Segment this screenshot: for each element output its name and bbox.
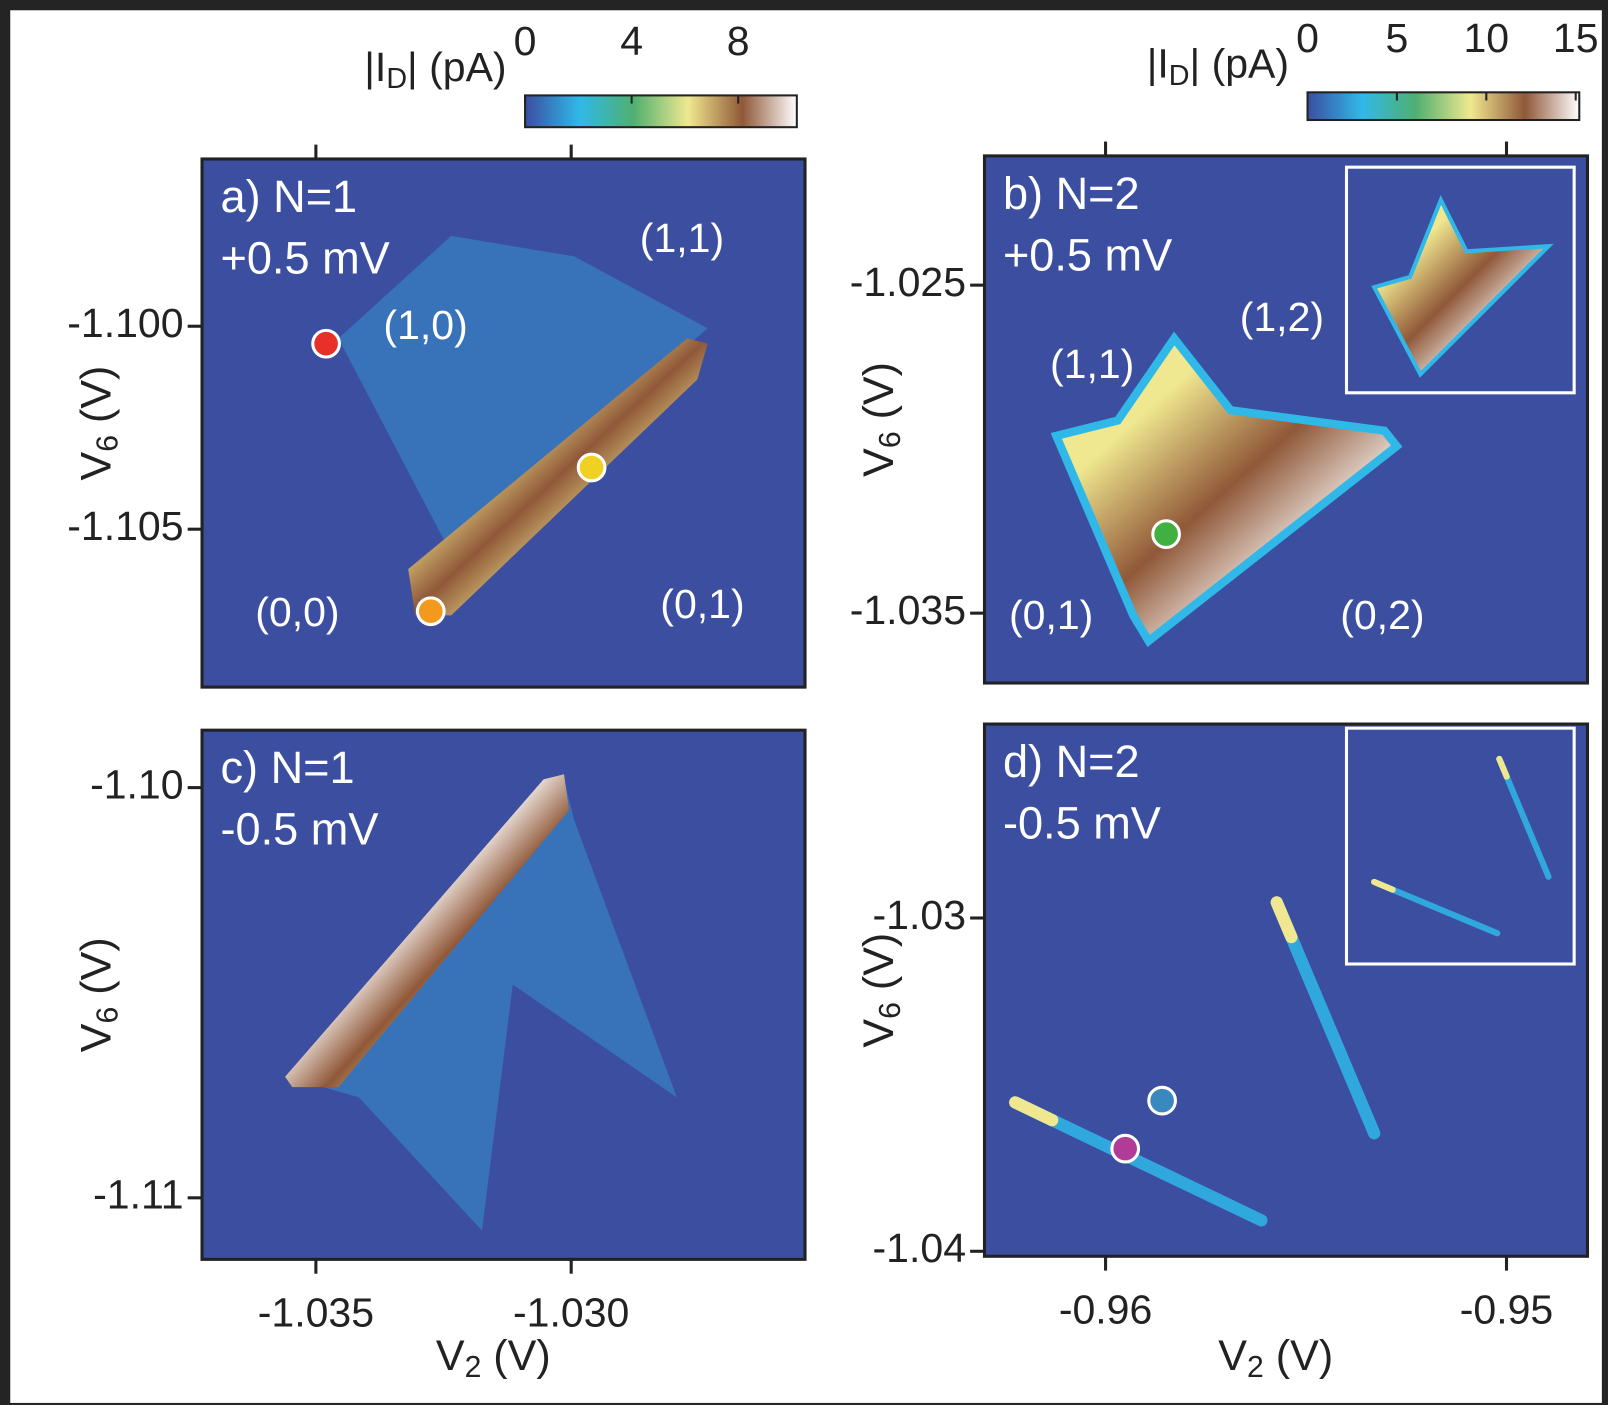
region-label: (0,1) — [660, 581, 744, 627]
marker — [1147, 1085, 1177, 1116]
colorbar-tick-label: 0 — [514, 18, 537, 64]
heat-streak — [1270, 896, 1298, 944]
x-tick-label: -1.035 — [258, 1290, 374, 1336]
colorbar-label: |ID| (pA) — [1147, 41, 1289, 92]
y-axis-label: V6 (V) — [73, 366, 125, 481]
colorbar-tick-label: 5 — [1386, 15, 1409, 61]
heat-streak — [1496, 755, 1510, 780]
inset-frame — [1344, 726, 1576, 966]
heat-region — [338, 235, 708, 554]
bias-label: -0.5 mV — [1003, 798, 1161, 849]
heat-streak — [1009, 1096, 1059, 1127]
marker — [311, 328, 341, 359]
marker — [1151, 519, 1181, 549]
bias-label: +0.5 mV — [220, 232, 389, 283]
bias-label: +0.5 mV — [1003, 229, 1172, 280]
colorbar-tick-label: 10 — [1464, 15, 1510, 61]
x-tick-label: -1.030 — [513, 1290, 629, 1336]
heat-region — [287, 779, 677, 1231]
x-tick-label: -0.96 — [1059, 1287, 1153, 1333]
heat-region — [1050, 331, 1403, 648]
y-tick-label: -1.100 — [67, 300, 183, 346]
panel-label: c) N=1 — [220, 742, 354, 793]
panel-label: b) N=2 — [1003, 168, 1140, 219]
colorbar — [1306, 91, 1581, 122]
colorbar-label: |ID| (pA) — [364, 44, 506, 95]
panel-border — [982, 722, 1590, 1258]
panel-border — [200, 728, 807, 1261]
panel-label: d) N=2 — [1003, 736, 1140, 787]
heat-region — [1371, 194, 1554, 378]
y-axis-label: V6 (V) — [73, 937, 125, 1052]
colorbar — [524, 94, 798, 129]
region-label: (0,1) — [1009, 592, 1093, 638]
heat-region — [408, 338, 708, 616]
bias-label: -0.5 mV — [220, 804, 378, 855]
marker — [1110, 1133, 1141, 1164]
marker — [576, 452, 607, 483]
colorbar-tick-label: 0 — [1296, 15, 1319, 61]
region-label: (1,0) — [383, 302, 467, 348]
region-label: (1,1) — [1050, 341, 1134, 387]
y-tick-label: -1.10 — [90, 761, 184, 807]
region-label: (0,0) — [255, 589, 339, 635]
panel-background — [984, 724, 1588, 1257]
colorbar-tick-label: 15 — [1553, 15, 1599, 61]
x-axis-label: V2 (V) — [1218, 1332, 1333, 1384]
x-tick-label: -0.95 — [1460, 1287, 1554, 1333]
panel-background — [202, 730, 806, 1260]
heat-region — [285, 774, 570, 1088]
region-label: (1,1) — [640, 215, 724, 261]
y-axis-label: V6 (V) — [855, 362, 907, 477]
marker — [415, 596, 446, 627]
panel-background — [202, 158, 806, 688]
panel-border — [982, 154, 1590, 685]
region-label: (0,2) — [1340, 592, 1424, 638]
y-tick-label: -1.03 — [873, 892, 967, 938]
x-axis-label: V2 (V) — [436, 1332, 551, 1384]
heat-streak — [1371, 878, 1396, 893]
region-label: (1,2) — [1240, 294, 1324, 340]
y-tick-label: -1.11 — [93, 1172, 183, 1218]
panel-border — [200, 157, 807, 689]
y-axis-label: V6 (V) — [855, 933, 907, 1048]
y-tick-label: -1.025 — [850, 259, 966, 305]
y-tick-label: -1.035 — [850, 587, 966, 633]
inset-frame — [1344, 165, 1576, 395]
panel-label: a) N=1 — [220, 171, 357, 222]
colorbar-tick-label: 8 — [727, 18, 750, 64]
y-tick-label: -1.105 — [67, 503, 183, 549]
y-tick-label: -1.04 — [873, 1225, 967, 1271]
colorbar-tick-label: 4 — [620, 18, 643, 64]
